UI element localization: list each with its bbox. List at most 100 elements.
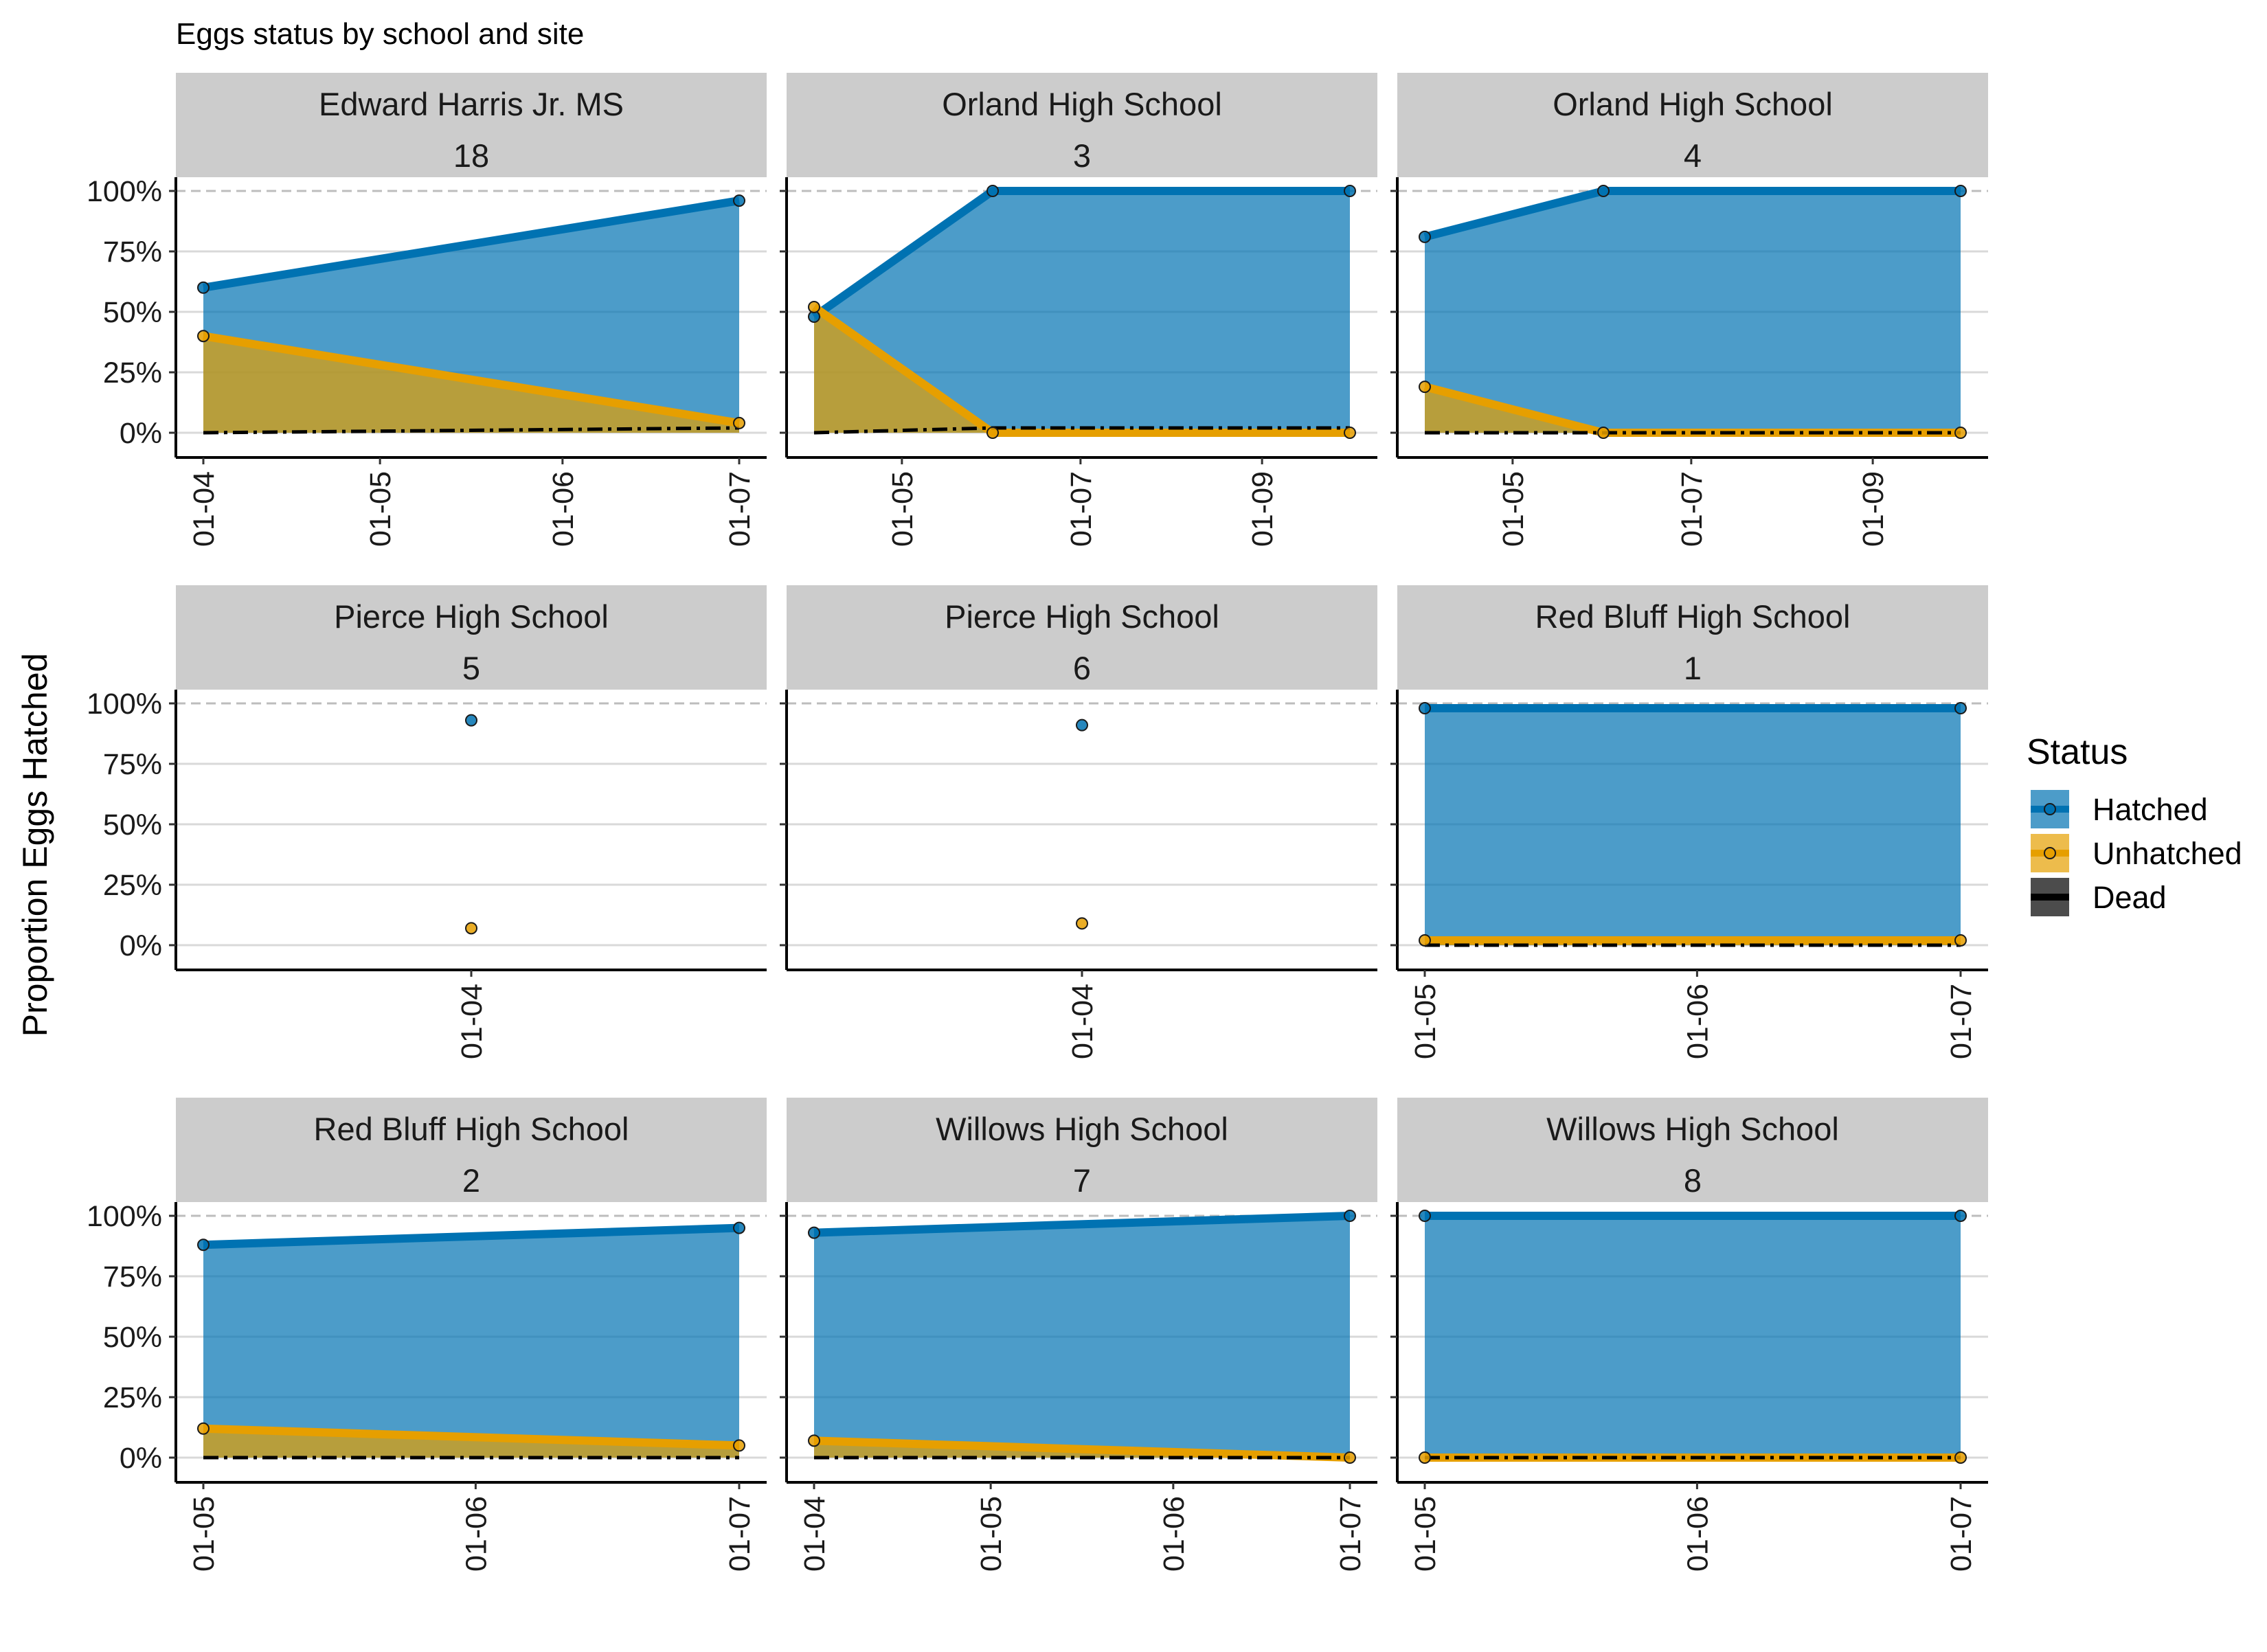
facet-strip-site: 5 <box>462 650 480 686</box>
facet-panel-2: Orland High School 3 01-05 01-07 01-09 <box>780 73 1377 547</box>
facet-strip-site: 18 <box>453 137 489 174</box>
unhatched-point <box>465 922 477 935</box>
facet-strip-school: Willows High School <box>1546 1111 1839 1147</box>
legend-label: Unhatched <box>2093 836 2242 871</box>
x-tick-label: 01-07 <box>723 1496 756 1572</box>
hatched-point <box>733 1221 745 1234</box>
x-tick-label: 01-05 <box>364 471 397 547</box>
facet-strip-site: 7 <box>1073 1162 1091 1199</box>
hatched-area <box>1425 191 1961 433</box>
unhatched-point <box>1954 934 1967 947</box>
y-tick-label: 100% <box>87 1200 162 1233</box>
x-tick-label: 01-05 <box>975 1496 1008 1572</box>
hatched-point <box>1954 185 1967 197</box>
y-tick-label: 25% <box>103 1381 162 1414</box>
facet-strip-school: Red Bluff High School <box>1535 598 1851 635</box>
hatched-point <box>1419 702 1431 715</box>
hatched-point <box>1597 185 1610 197</box>
y-tick-label: 75% <box>103 236 162 269</box>
y-tick-label: 50% <box>103 296 162 329</box>
unhatched-point <box>197 330 210 343</box>
unhatched-point <box>1419 1451 1431 1464</box>
y-tick-label: 75% <box>103 748 162 781</box>
hatched-point <box>1954 702 1967 715</box>
unhatched-point <box>1954 1451 1967 1464</box>
facet-strip <box>176 585 767 690</box>
hatched-point <box>1344 185 1356 197</box>
unhatched-line <box>203 1424 740 1450</box>
hatched-point <box>808 1226 820 1239</box>
y-tick-label: 50% <box>103 1321 162 1354</box>
facet-strip-school: Red Bluff High School <box>314 1111 629 1147</box>
facet-strip <box>1397 73 1988 177</box>
facet-strip-site: 2 <box>462 1162 480 1199</box>
facet-strip <box>787 1098 1377 1202</box>
chart-title: Eggs status by school and site <box>176 17 584 51</box>
y-tick-label: 50% <box>103 808 162 841</box>
legend-label: Dead <box>2093 880 2167 915</box>
x-tick-label: 01-04 <box>188 471 221 547</box>
facet-panel-8: Willows High School 7 01-04 01-05 01-06 01-07 <box>780 1098 1377 1572</box>
unhatched-line <box>813 1436 1351 1462</box>
facet-strip <box>787 73 1377 177</box>
y-tick-label: 75% <box>103 1260 162 1293</box>
hatched-point <box>1419 1210 1431 1222</box>
y-tick-label: 0% <box>120 417 162 450</box>
x-tick-label: 01-06 <box>1681 1496 1714 1572</box>
hatched-point <box>1344 1210 1356 1222</box>
facet-strip-site: 8 <box>1684 1162 1702 1199</box>
y-tick-label: 0% <box>120 1442 162 1475</box>
unhatched-point <box>1954 427 1967 439</box>
facet-strip-school: Pierce High School <box>334 598 609 635</box>
hatched-line <box>813 1212 1351 1237</box>
hatched-line <box>203 196 740 292</box>
x-tick-label: 01-04 <box>455 984 488 1059</box>
hatched-point <box>986 185 999 197</box>
hatched-area <box>203 1227 739 1458</box>
facet-panel-1: Edward Harris Jr. MS 18 0% 25% 50% 75% 100% 01-… <box>87 73 767 547</box>
hatched-point <box>1954 1210 1967 1222</box>
facet-strip-site: 4 <box>1684 137 1702 174</box>
x-tick-label: 01-05 <box>886 471 919 547</box>
x-tick-label: 01-09 <box>1246 471 1279 547</box>
x-tick-label: 01-06 <box>547 471 580 547</box>
hatched-point <box>197 1238 210 1252</box>
hatched-area <box>1425 708 1961 945</box>
hatched-point <box>1076 718 1088 732</box>
facet-strip <box>176 1098 767 1202</box>
x-tick-label: 01-04 <box>798 1496 831 1572</box>
unhatched-point <box>986 427 999 439</box>
facet-strip-school: Willows High School <box>936 1111 1228 1147</box>
facet-strip-school: Pierce High School <box>945 598 1219 635</box>
unhatched-point <box>733 1439 745 1452</box>
hatched-area <box>814 1216 1350 1458</box>
x-tick-label: 01-05 <box>188 1496 221 1572</box>
facet-panel-7: Red Bluff High School 2 0% 25% 50% 75% 100% 01-… <box>87 1098 767 1572</box>
unhatched-point <box>808 1434 820 1447</box>
facet-strip-site: 3 <box>1073 137 1091 174</box>
x-tick-label: 01-06 <box>460 1496 493 1572</box>
x-tick-label: 01-07 <box>1676 471 1708 547</box>
hatched-point <box>1419 230 1431 243</box>
facet-strip-school: Orland High School <box>942 86 1222 122</box>
facet-panel-6: Red Bluff High School 1 01-05 01-06 01-07 <box>1390 585 1988 1059</box>
hatched-point <box>733 194 745 207</box>
legend-label: Hatched <box>2093 792 2208 827</box>
facet-strip <box>176 73 767 177</box>
x-tick-label: 01-05 <box>1409 1496 1442 1572</box>
x-tick-label: 01-07 <box>723 471 756 547</box>
y-axis-title: Proportion Eggs Hatched <box>16 653 54 1037</box>
legend-title: Status <box>2027 732 2128 772</box>
x-tick-label: 01-04 <box>1066 984 1099 1059</box>
hatched-point <box>197 281 210 294</box>
legend-key-point <box>2044 847 2056 859</box>
unhatched-point <box>1344 1451 1356 1464</box>
facet-strip-site: 1 <box>1684 650 1702 686</box>
x-tick-label: 01-07 <box>1065 471 1098 547</box>
unhatched-point <box>1597 427 1610 439</box>
facet-strip <box>1397 585 1988 690</box>
hatched-area <box>1425 1216 1961 1458</box>
y-tick-label: 100% <box>87 175 162 208</box>
unhatched-point <box>1076 917 1088 930</box>
